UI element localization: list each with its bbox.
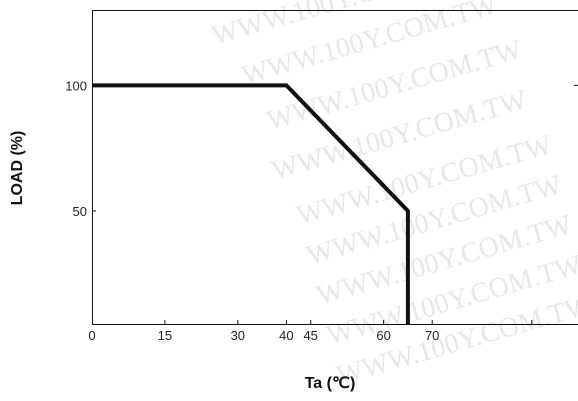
x-axis-title: Ta (℃) bbox=[305, 375, 356, 392]
x-tick-label: 0 bbox=[88, 328, 95, 343]
y-axis-title: LOAD (%) bbox=[9, 131, 26, 206]
series-layer bbox=[92, 83, 410, 324]
x-tick-label: 60 bbox=[376, 328, 390, 343]
plot-frame bbox=[92, 10, 578, 325]
y-tick-label: 50 bbox=[73, 204, 87, 219]
x-tick-label: 45 bbox=[303, 328, 317, 343]
tick-layer: 0 15 30 40 45 60 70 50 100 bbox=[65, 78, 578, 343]
x-tick-label: 70 bbox=[425, 328, 439, 343]
x-tick-label: 30 bbox=[231, 328, 245, 343]
y-tick-label: 100 bbox=[65, 78, 87, 93]
x-tick-label: 15 bbox=[158, 328, 172, 343]
x-tick-label: 40 bbox=[279, 328, 293, 343]
derating-curve-line bbox=[92, 83, 410, 324]
